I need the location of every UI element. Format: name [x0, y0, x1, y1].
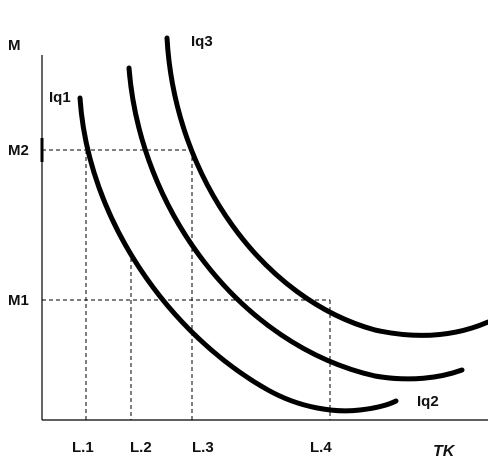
- l4-label: L.4: [310, 439, 332, 456]
- iq2-curve: [126, 65, 465, 382]
- iq2-label: Iq2: [417, 393, 439, 410]
- m2-label: M2: [8, 142, 29, 159]
- x-axis-label: TK: [433, 443, 456, 459]
- l1-label: L.1: [72, 439, 94, 456]
- iq3-curve: [164, 35, 488, 338]
- iq3-label: Iq3: [191, 33, 213, 50]
- iq1-label: Iq1: [49, 89, 71, 106]
- m1-label: M1: [8, 292, 29, 309]
- y-axis-label: M: [8, 37, 21, 54]
- iq1-curve: [77, 95, 399, 414]
- l2-label: L.2: [130, 439, 152, 456]
- l3-label: L.3: [192, 439, 214, 456]
